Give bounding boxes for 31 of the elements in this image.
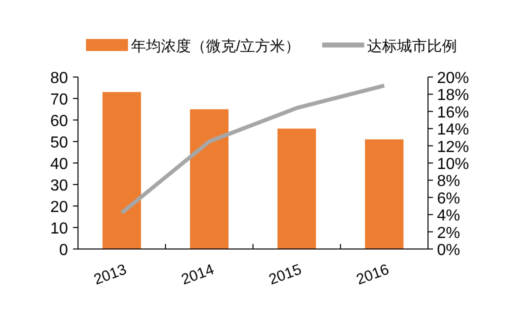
y2-tick-label: 0% [437,242,460,259]
y-tick-label: 20 [50,199,68,216]
line-series [120,84,386,215]
y2-tick-label: 16% [437,104,470,122]
y2-tick-label: 2% [437,224,460,242]
y2-tick-label: 20% [437,70,470,87]
y-tick-label: 80 [50,70,68,87]
y2-tick-label: 4% [437,208,460,225]
y2-tick-label: 12% [437,138,470,156]
bar [190,109,228,249]
x-tick-label: 2015 [266,261,304,288]
y-tick-label: 30 [50,178,68,194]
y-tick-label: 70 [50,92,68,108]
y-tick-label: 40 [50,156,68,173]
y-tick-label: 10 [50,220,68,238]
legend-label: 年均浓度（微克/立方米） [131,38,300,55]
y-tick-label: 0 [59,242,68,259]
y2-tick-label: 14% [437,122,470,139]
y-tick-label: 50 [50,134,68,152]
y2-tick-label: 6% [437,190,460,208]
y2-tick-label: 18% [437,87,470,104]
x-tick-label: 2016 [354,261,392,288]
y-tick-label: 60 [50,113,68,130]
bar [278,128,316,249]
legend-label: 达标城市比例 [367,38,458,55]
bar [102,92,141,249]
bar [365,139,404,249]
y2-tick-label: 8% [437,173,460,190]
x-tick-label: 2014 [179,261,216,288]
x-tick-label: 2013 [92,261,129,288]
y2-tick-label: 10% [437,156,470,173]
